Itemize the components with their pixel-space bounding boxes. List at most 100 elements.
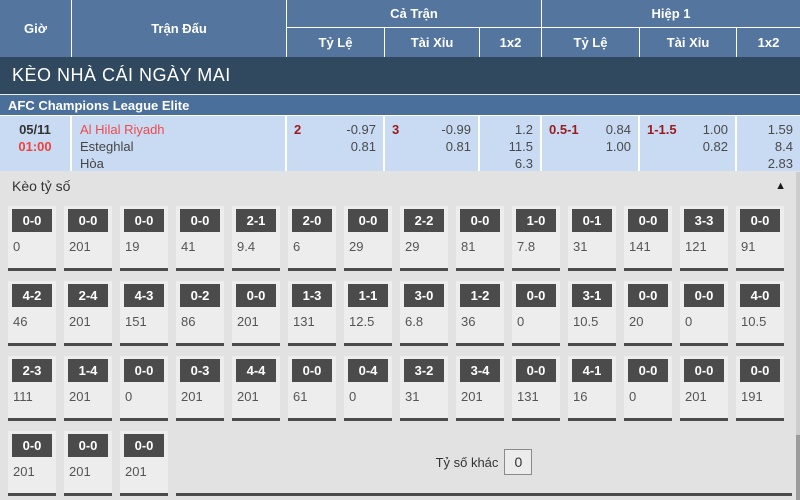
full-overunder-odds-cell[interactable]: 3 -0.99 0.81 (385, 116, 480, 171)
score-bet-cell[interactable]: 0-0 19 (120, 206, 168, 271)
score-bet-cell[interactable]: 0-0 201 (232, 281, 280, 346)
full-1x2-draw: 6.3 (514, 156, 533, 171)
score-bet-cell[interactable]: 0-0 141 (624, 206, 672, 271)
score-odds-value: 12.5 (349, 314, 375, 329)
score-row: 0-0 201 0-0 201 0-0 201 Tỷ số khác (8, 431, 800, 496)
score-bet-cell[interactable]: 0-0 91 (736, 206, 784, 271)
full-under-odds: 0.81 (445, 139, 471, 154)
score-bet-cell[interactable]: 3-4 201 (456, 356, 504, 421)
score-badge: 0-3 (180, 359, 220, 382)
score-bet-cell[interactable]: 0-0 41 (176, 206, 224, 271)
score-bet-cell[interactable]: 0-0 0 (8, 206, 56, 271)
other-score-input[interactable] (504, 449, 533, 475)
score-bet-cell[interactable]: 0-0 0 (512, 281, 560, 346)
collapse-arrow-icon[interactable]: ▲ (775, 179, 786, 192)
header-time-column: Giờ (0, 0, 72, 57)
half-overunder-odds-cell[interactable]: 1-1.5 1.00 0.82 (640, 116, 737, 171)
score-bet-cell[interactable]: 0-2 86 (176, 281, 224, 346)
score-badge: 0-0 (740, 209, 780, 232)
score-bet-cell[interactable]: 2-1 9.4 (232, 206, 280, 271)
score-odds-value: 201 (69, 239, 91, 254)
score-bet-cell[interactable]: 0-0 191 (736, 356, 784, 421)
score-badge: 0-0 (124, 434, 164, 457)
score-badge: 0-0 (68, 209, 108, 232)
score-odds-value: 91 (741, 239, 756, 254)
score-bet-cell[interactable]: 4-0 10.5 (736, 281, 784, 346)
score-odds-value: 191 (741, 389, 763, 404)
score-badge: 4-0 (740, 284, 780, 307)
score-odds-value: 29 (349, 239, 364, 254)
scrollbar-thumb[interactable] (796, 435, 800, 500)
score-odds-value: 201 (69, 389, 91, 404)
full-handicap-line: 2 (294, 122, 302, 137)
score-bet-cell[interactable]: 4-2 46 (8, 281, 56, 346)
half-handicap-odds-away: 1.00 (605, 139, 631, 154)
score-bet-cell[interactable]: 2-2 29 (400, 206, 448, 271)
score-odds-value: 31 (573, 239, 588, 254)
score-badge: 0-1 (572, 209, 612, 232)
score-row: 2-3 111 1-4 201 0-0 0 0-3 201 4-4 201 0-… (8, 356, 800, 421)
full-handicap-odds-cell[interactable]: 2 -0.97 0.81 (287, 116, 385, 171)
score-badge: 0-0 (236, 284, 276, 307)
score-badge: 3-3 (684, 209, 724, 232)
score-odds-value: 121 (685, 239, 707, 254)
score-bet-cell[interactable]: 2-3 111 (8, 356, 56, 421)
score-badge: 2-0 (292, 209, 332, 232)
score-odds-value: 151 (125, 314, 147, 329)
full-overunder-line: 3 (392, 122, 400, 137)
score-bet-cell[interactable]: 0-0 0 (624, 356, 672, 421)
half-under-odds: 0.82 (702, 139, 728, 154)
score-bet-cell[interactable]: 0-3 201 (176, 356, 224, 421)
score-badge: 0-0 (516, 359, 556, 382)
score-odds-value: 201 (69, 314, 91, 329)
score-badge: 2-1 (236, 209, 276, 232)
score-odds-value: 201 (461, 389, 483, 404)
score-bet-cell[interactable]: 1-3 131 (288, 281, 336, 346)
score-bet-cell[interactable]: 3-0 6.8 (400, 281, 448, 346)
score-bet-cell[interactable]: 2-4 201 (64, 281, 112, 346)
header-half-1x2: 1x2 (737, 28, 800, 57)
score-bet-cell[interactable]: 3-2 31 (400, 356, 448, 421)
match-teams-cell[interactable]: Al Hilal Riyadh Esteghlal Hòa (72, 116, 287, 171)
score-bet-cell[interactable]: 2-0 6 (288, 206, 336, 271)
score-bet-cell[interactable]: 4-4 201 (232, 356, 280, 421)
score-bet-cell[interactable]: 1-4 201 (64, 356, 112, 421)
odds-table-header: Giờ Trận Đấu Cả Trận Tỷ Lệ Tài Xỉu 1x2 H… (0, 0, 800, 57)
score-badge: 0-0 (628, 359, 668, 382)
score-bet-cell[interactable]: 0-0 201 (680, 356, 728, 421)
score-bet-cell[interactable]: 1-2 36 (456, 281, 504, 346)
score-bet-cell[interactable]: 4-1 16 (568, 356, 616, 421)
match-row[interactable]: 05/11 01:00 Al Hilal Riyadh Esteghlal Hò… (0, 115, 800, 171)
score-bet-cell[interactable]: 1-0 7.8 (512, 206, 560, 271)
score-bet-cell[interactable]: 0-0 61 (288, 356, 336, 421)
score-bet-cell[interactable]: 0-0 201 (64, 206, 112, 271)
vertical-scrollbar[interactable] (796, 172, 800, 500)
score-bet-cell[interactable]: 0-1 31 (568, 206, 616, 271)
score-bet-cell[interactable]: 1-1 12.5 (344, 281, 392, 346)
score-bet-cell[interactable]: 3-3 121 (680, 206, 728, 271)
score-badge: 1-2 (460, 284, 500, 307)
score-bet-cell[interactable]: 0-0 29 (344, 206, 392, 271)
score-odds-value: 10.5 (573, 314, 599, 329)
half-1x2-draw: 2.83 (767, 156, 793, 171)
score-bet-cell[interactable]: 3-1 10.5 (568, 281, 616, 346)
score-bet-cell[interactable]: 0-0 0 (120, 356, 168, 421)
score-badge: 1-4 (68, 359, 108, 382)
score-odds-value: 36 (461, 314, 476, 329)
score-bet-cell[interactable]: 0-0 201 (120, 431, 168, 496)
score-bet-cell[interactable]: 0-0 0 (680, 281, 728, 346)
score-odds-value: 201 (237, 314, 259, 329)
score-bet-cell[interactable]: 0-4 0 (344, 356, 392, 421)
score-grid: 0-0 0 0-0 201 0-0 19 0-0 41 2-1 9.4 2-0 … (0, 200, 800, 496)
half-handicap-odds-cell[interactable]: 0.5-1 0.84 1.00 (542, 116, 640, 171)
score-bet-cell[interactable]: 4-3 151 (120, 281, 168, 346)
score-bet-cell[interactable]: 0-0 81 (456, 206, 504, 271)
other-score-label: Tỷ số khác (435, 454, 499, 470)
score-bet-cell[interactable]: 0-0 201 (64, 431, 112, 496)
score-bet-cell[interactable]: 0-0 20 (624, 281, 672, 346)
score-bet-cell[interactable]: 0-0 131 (512, 356, 560, 421)
full-1x2-odds-cell[interactable]: 1.2 11.5 6.3 (480, 116, 542, 171)
half-1x2-odds-cell[interactable]: 1.59 8.4 2.83 (737, 116, 800, 171)
score-badge: 0-4 (348, 359, 388, 382)
score-bet-cell[interactable]: 0-0 201 (8, 431, 56, 496)
